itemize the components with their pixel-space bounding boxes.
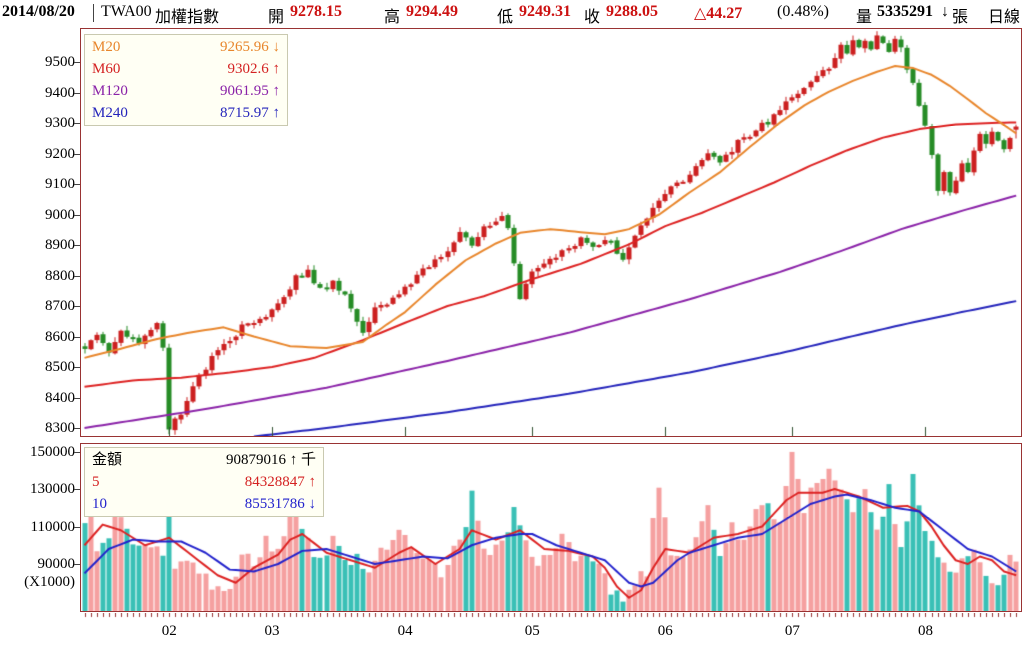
- price-tick-tick: [74, 275, 80, 277]
- ma-legend-row: M120 9061.95 ↑: [85, 80, 287, 102]
- volume-tick-label: 130000: [30, 481, 75, 497]
- date-label: 2014/08/20: [2, 3, 75, 20]
- high-value: 9294.49: [406, 3, 458, 20]
- ma-legend: M20 9265.96 ↓ M60 9302.6 ↑ M120 9061.95 ↑ M240…: [84, 34, 288, 126]
- volume-legend-label: 10: [92, 496, 107, 512]
- volume-tick-tick: [74, 526, 80, 528]
- price-tick-tick: [74, 123, 80, 124]
- close-value: 9288.05: [606, 3, 658, 20]
- low-label: 低: [497, 9, 514, 26]
- price-tick-label: 9400: [45, 84, 75, 101]
- price-tick-label: 8900: [45, 237, 75, 253]
- volume-value: 5335291: [877, 3, 933, 20]
- month-label: 06: [657, 623, 673, 639]
- volume-legend: 金額 90879016 ↑ 千 5 84328847 ↑ 10 85531786 ↓: [84, 447, 324, 517]
- low-value: 9249.31: [519, 3, 571, 20]
- change-pct-value: (0.48%): [777, 3, 829, 20]
- price-tick-tick: [74, 245, 80, 246]
- volume-legend-value: 84328847 ↑: [244, 474, 316, 490]
- price-tick-label: 8800: [45, 267, 75, 284]
- header-separator: [93, 4, 94, 22]
- volume-tick-tick: [74, 564, 80, 565]
- volume-axis-unit: (X1000): [24, 574, 75, 590]
- volume-legend-value: 85531786 ↓: [244, 496, 316, 512]
- ma-legend-label: M120: [92, 83, 128, 99]
- ma-legend-row: M60 9302.6 ↑: [85, 58, 287, 80]
- volume-legend-label: 金額: [92, 452, 123, 468]
- price-tick-tick: [74, 397, 80, 399]
- period-label[interactable]: 日線: [988, 9, 1021, 26]
- volume-pane: 金額 90879016 ↑ 千 5 84328847 ↑ 10 85531786 ↓: [80, 443, 1022, 612]
- ma-legend-value: 8715.97 ↑: [220, 105, 280, 121]
- volume-tick-tick: [74, 451, 80, 453]
- ma-legend-label: M60: [92, 61, 121, 77]
- month-label: 08: [917, 623, 933, 639]
- price-tick-label: 8300: [45, 420, 75, 436]
- price-tick-label: 8700: [45, 298, 75, 314]
- close-label: 收: [584, 9, 601, 26]
- volume-tick-label: 110000: [30, 518, 75, 535]
- ma-legend-value: 9302.6 ↑: [227, 61, 281, 77]
- price-tick-label: 9100: [45, 176, 75, 192]
- price-tick-label: 9500: [45, 54, 75, 70]
- price-tick-tick: [74, 306, 80, 307]
- month-label: 02: [161, 623, 177, 639]
- price-tick-label: 8400: [45, 389, 75, 406]
- volume-legend-row: 金額 90879016 ↑ 千: [85, 449, 323, 471]
- month-label: 04: [397, 623, 413, 639]
- ma-legend-label: M20: [92, 39, 121, 55]
- ma-legend-value: 9265.96 ↓: [220, 39, 280, 55]
- price-tick-tick: [74, 184, 80, 185]
- open-label: 開: [268, 9, 285, 26]
- index-name-label: 加權指數: [155, 9, 220, 26]
- price-tick-label: 9000: [45, 206, 75, 223]
- volume-legend-row: 5 84328847 ↑: [85, 471, 323, 493]
- change-value: △44.27: [694, 5, 743, 22]
- ma-legend-value: 9061.95 ↑: [220, 83, 280, 99]
- price-tick-label: 9200: [45, 145, 75, 162]
- month-label: 05: [524, 623, 540, 639]
- high-label: 高: [384, 9, 401, 26]
- volume-tick-tick: [74, 489, 80, 490]
- volume-unit-label: 張: [952, 9, 969, 26]
- volume-label: 量: [856, 9, 873, 26]
- volume-legend-label: 5: [92, 474, 100, 490]
- main-chart-pane: M20 9265.96 ↓ M60 9302.6 ↑ M120 9061.95 ↑ M240…: [80, 28, 1022, 437]
- month-label: 03: [264, 623, 280, 639]
- open-value: 9278.15: [290, 3, 342, 20]
- price-tick-tick: [74, 214, 80, 216]
- price-tick-tick: [74, 92, 80, 94]
- price-tick-tick: [74, 428, 80, 429]
- price-tick-label: 9300: [45, 115, 75, 131]
- price-tick-label: 8600: [45, 328, 75, 345]
- volume-legend-row: 10 85531786 ↓: [85, 493, 323, 515]
- month-label: 07: [784, 623, 800, 639]
- price-tick-tick: [74, 336, 80, 338]
- price-tick-tick: [74, 367, 80, 368]
- volume-tick-label: 150000: [30, 443, 75, 460]
- x-axis-tick-strip: [81, 613, 1021, 618]
- price-tick-tick: [74, 62, 80, 63]
- volume-arrow-icon: ↓: [941, 3, 949, 20]
- header-bar: 2014/08/20 TWA00 加權指數 開 9278.15 高 9294.4…: [0, 0, 1024, 27]
- price-tick-label: 8500: [45, 359, 75, 375]
- ma-legend-label: M240: [92, 105, 128, 121]
- volume-tick-label: 90000: [37, 556, 76, 572]
- price-tick-tick: [74, 153, 80, 155]
- volume-legend-value: 90879016 ↑ 千: [225, 452, 316, 468]
- ma-legend-row: M20 9265.96 ↓: [85, 36, 287, 58]
- symbol-label: TWA00: [101, 3, 152, 20]
- ma-legend-row: M240 8715.97 ↑: [85, 102, 287, 124]
